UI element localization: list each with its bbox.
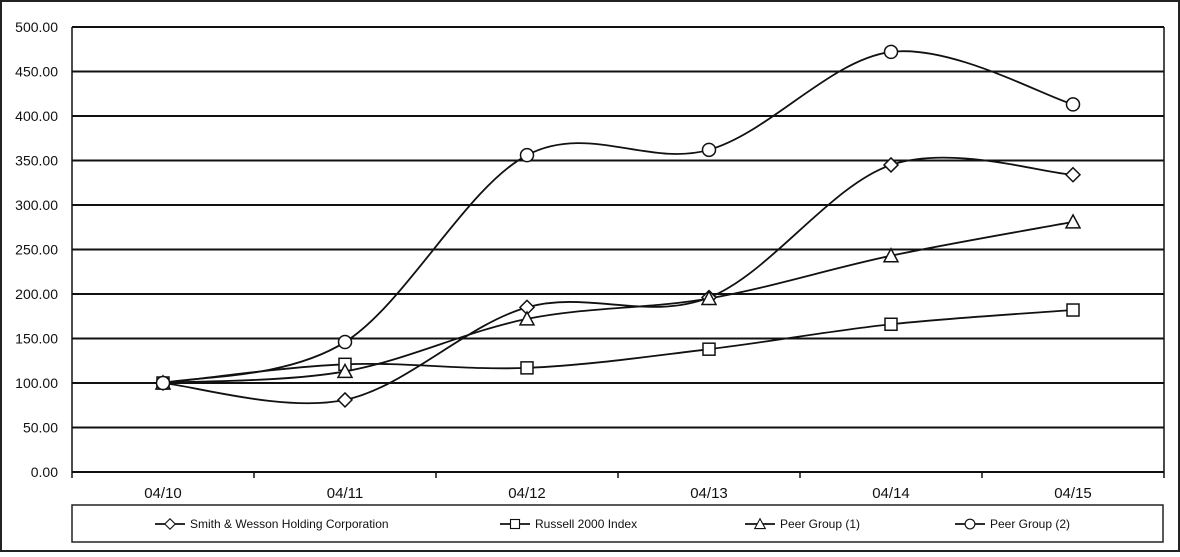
data-point-diamond [1064,166,1082,183]
y-tick-label: 50.00 [23,420,58,436]
x-tick-label: 04/11 [327,485,363,502]
legend-label: Smith & Wesson Holding Corporation [190,517,389,531]
legend-marker-square [509,518,521,530]
x-tick-label: 04/13 [690,485,728,502]
x-tick-label: 04/10 [144,485,182,502]
data-point-triangle [700,289,718,306]
y-tick-label: 150.00 [15,331,58,347]
x-tick-label: 04/12 [508,485,546,502]
legend: Smith & Wesson Holding Corporation Russel… [71,504,1164,543]
y-tick-label: 300.00 [15,197,58,213]
series-line-diamond [162,156,1074,405]
data-point-diamond [882,156,900,174]
data-point-triangle [336,362,354,379]
data-point-circle [337,334,353,350]
x-tick-label: 04/14 [872,485,910,502]
y-tick-label: 0.00 [31,464,58,480]
y-tick-label: 200.00 [15,286,58,302]
x-tick-label: 04/15 [1054,485,1092,502]
data-point-circle [519,147,535,163]
data-point-circle [1065,97,1081,112]
y-tick-label: 400.00 [15,108,58,124]
legend-label: Peer Group (2) [990,517,1070,531]
data-point-square [884,317,898,332]
data-point-triangle [882,247,900,263]
data-point-square [1066,303,1080,317]
legend-label: Peer Group (1) [780,517,860,531]
y-tick-label: 500.00 [15,19,58,35]
y-tick-label: 350.00 [15,153,58,169]
data-point-triangle [518,310,536,326]
legend-marker-triangle [753,517,767,530]
y-tick-label: 250.00 [15,242,58,258]
data-point-circle [883,44,899,60]
legend-marker-diamond [163,517,177,531]
data-point-circle [701,142,717,158]
data-point-diamond [336,391,354,408]
y-tick-label: 450.00 [15,64,58,80]
data-point-circle [155,375,171,391]
data-point-square [520,361,534,375]
legend-marker-circle [964,518,976,530]
series-line-circle [162,50,1074,384]
data-point-triangle [1064,213,1082,229]
legend-label: Russell 2000 Index [535,517,637,531]
data-point-square [702,342,716,356]
y-tick-label: 100.00 [15,375,58,391]
series-line-square [162,309,1074,384]
series-line-triangle [162,221,1074,384]
